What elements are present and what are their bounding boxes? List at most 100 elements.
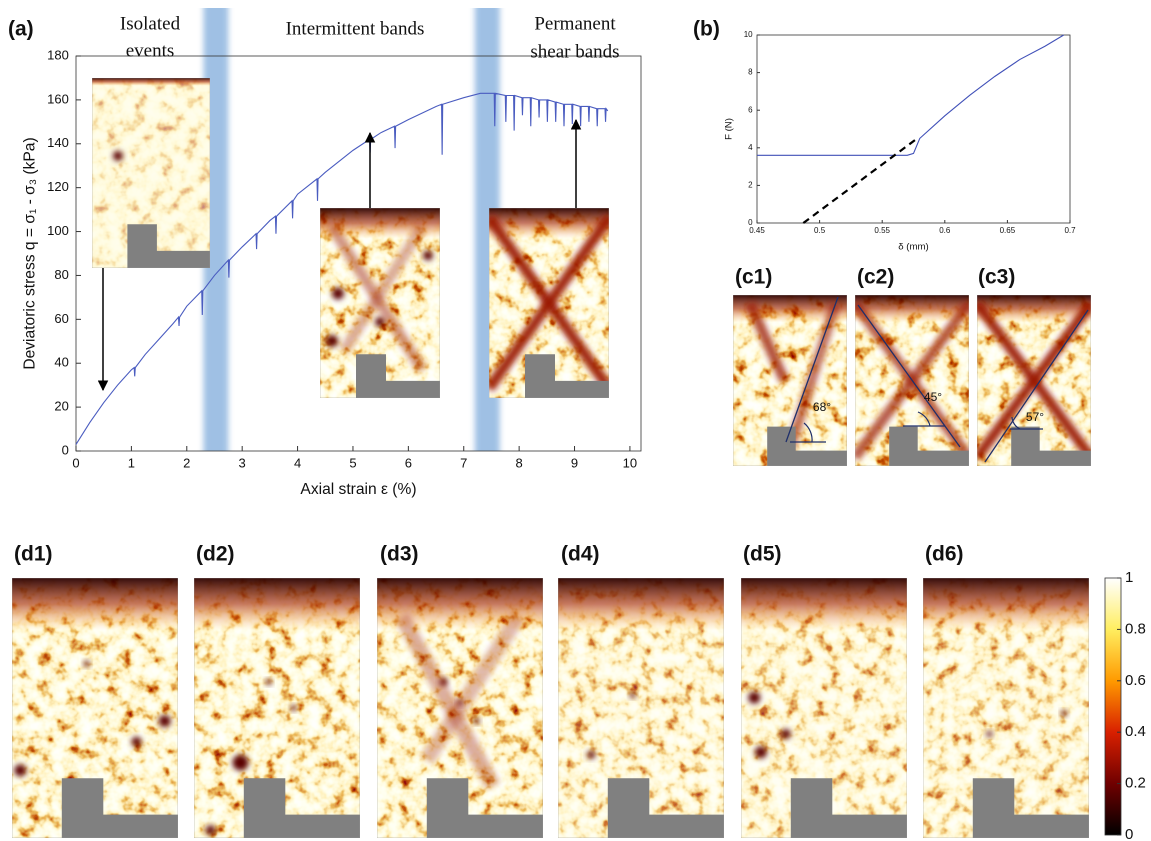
data-line <box>75 92 609 445</box>
image-spot <box>232 754 249 771</box>
image-spot <box>14 764 27 777</box>
y-tick-label: 8 <box>748 68 753 77</box>
x-tick-label: 4 <box>294 455 301 470</box>
y-tick-label: 100 <box>47 223 69 238</box>
y-axis-label: F (N) <box>724 118 735 140</box>
x-tick-label: 0.6 <box>939 226 951 235</box>
image-band <box>977 300 1091 461</box>
image-band <box>785 302 841 451</box>
y-tick-label: 60 <box>54 311 68 326</box>
angle-label: 45° <box>924 390 942 404</box>
y-tick-label: 40 <box>54 355 68 370</box>
image-spot <box>290 705 297 711</box>
image-spot <box>112 150 123 161</box>
x-tick-label: 7 <box>460 455 467 470</box>
loading-block <box>127 224 210 268</box>
y-axis-label: Deviatoric stress q = σ₁ - σ₃ (kPa) <box>22 137 39 369</box>
loading-block <box>790 778 907 838</box>
image-spot <box>780 729 791 739</box>
image-spot <box>158 715 171 727</box>
y-tick-label: 0 <box>748 218 753 227</box>
panel-label: (d6) <box>925 543 964 566</box>
image-spot <box>326 335 338 347</box>
plot-frame <box>75 55 642 452</box>
image-spot <box>1061 710 1068 717</box>
image-inset <box>741 578 907 838</box>
x-tick-label: 0.45 <box>749 226 765 235</box>
x-tick-label: 1 <box>128 455 135 470</box>
angle-arc <box>1011 416 1021 430</box>
plot-frame <box>756 34 1071 224</box>
loading-block <box>767 426 847 466</box>
image-top <box>923 578 1089 630</box>
y-tick-label: 180 <box>47 47 69 62</box>
y-tick-label: 6 <box>748 105 753 114</box>
annotation: Isolated <box>120 13 181 34</box>
x-tick-label: 10 <box>623 455 637 470</box>
loading-block <box>972 778 1089 838</box>
x-tick-label: 9 <box>571 455 578 470</box>
angle-label: 68° <box>813 400 831 414</box>
panel-label: (c3) <box>978 266 1015 289</box>
image-spot <box>131 736 142 747</box>
panel-label: (d3) <box>380 543 419 566</box>
image-top <box>558 578 724 630</box>
image-spot <box>754 746 767 759</box>
loading-block <box>426 778 543 838</box>
mid-layer: 0 0.2 0.4 0.6 0.8 1 <box>12 34 1146 841</box>
fit-line <box>802 137 918 224</box>
y-tick-label: 20 <box>54 399 68 414</box>
data-line <box>757 34 1065 156</box>
x-tick-label: 6 <box>405 455 412 470</box>
panel-label: (b) <box>693 18 720 41</box>
y-tick-label: 120 <box>47 179 69 194</box>
angle-guide <box>984 309 1089 463</box>
image-spot <box>629 692 636 698</box>
image-band <box>339 224 427 354</box>
image-inset <box>558 578 724 838</box>
y-tick-label: 140 <box>47 135 69 150</box>
image-band <box>745 301 789 383</box>
panel-label: (c2) <box>857 266 894 289</box>
loading-block <box>889 426 969 466</box>
angle-arc <box>803 422 813 443</box>
image-spot <box>473 718 480 724</box>
image-inset <box>320 208 440 398</box>
image-spot <box>986 731 993 737</box>
image-spot <box>423 250 433 261</box>
image-top <box>855 295 969 323</box>
angle-arc <box>917 411 931 427</box>
y-tick-label: 4 <box>748 143 753 152</box>
colorbar-tick-label: 0.4 <box>1125 723 1146 740</box>
image-inset <box>12 578 178 838</box>
x-tick-label: 0.5 <box>814 226 826 235</box>
x-tick-label: 0.55 <box>874 226 890 235</box>
colorbar-tick-label: 0.8 <box>1125 620 1146 637</box>
loading-block <box>243 778 360 838</box>
panel-label: (c1) <box>735 266 772 289</box>
x-tick-label: 3 <box>239 455 246 470</box>
annotation: Intermittent bands <box>286 18 425 39</box>
image-inset <box>977 295 1091 466</box>
image-inset <box>855 295 969 466</box>
x-tick-label: 0 <box>72 455 79 470</box>
colorbar-tick-label: 0.6 <box>1125 672 1146 689</box>
image-top <box>194 578 360 630</box>
image-spot <box>265 679 272 685</box>
y-tick-label: 160 <box>47 91 69 106</box>
image-band <box>489 214 609 392</box>
y-tick-label: 10 <box>744 30 753 39</box>
loading-block <box>607 778 724 838</box>
colorbar-tick-label: 0 <box>1125 826 1133 841</box>
image-band <box>420 612 525 765</box>
x-axis-label: δ (mm) <box>898 242 928 253</box>
image-top <box>489 208 609 239</box>
x-tick-label: 5 <box>349 455 356 470</box>
image-inset <box>194 578 360 838</box>
image-top <box>977 295 1091 323</box>
y-tick-label: 2 <box>748 181 753 190</box>
x-axis-label: Axial strain ε (%) <box>300 481 416 498</box>
image-spot <box>332 287 344 300</box>
loading-block <box>356 354 440 398</box>
